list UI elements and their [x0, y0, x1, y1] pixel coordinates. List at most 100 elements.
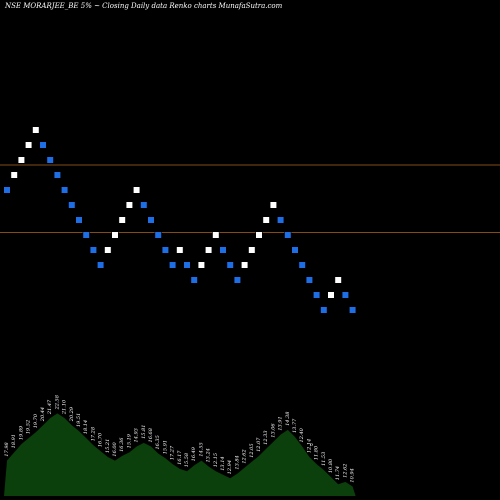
- volume-label: 13.84: [234, 455, 240, 469]
- renko-brick-down: [341, 291, 350, 299]
- volume-label: 15.81: [141, 425, 147, 439]
- volume-label: 22.58: [54, 395, 60, 410]
- renko-brick-down: [298, 261, 306, 269]
- renko-brick-down: [219, 246, 227, 254]
- renko-brick-down: [154, 231, 162, 239]
- renko-brick-down: [348, 306, 357, 314]
- volume-label: 12.15: [213, 453, 219, 467]
- volume-label: 19.51: [76, 413, 82, 427]
- volume-label: 17.98: [4, 442, 10, 456]
- volume-label: 18.14: [83, 420, 89, 434]
- volume-label: 12.05: [249, 443, 255, 457]
- renko-brick-down: [46, 156, 54, 164]
- renko-brick-down: [183, 261, 191, 269]
- renko-brick-down: [291, 246, 299, 254]
- volume-label: 14.55: [198, 442, 204, 456]
- renko-brick-down: [233, 276, 242, 284]
- volume-label: 14.38: [285, 412, 291, 426]
- renko-brick-down: [312, 291, 321, 299]
- volume-label: 12.62: [342, 464, 348, 478]
- volume-label: 15.58: [184, 453, 190, 467]
- volume-label: 16.49: [191, 446, 197, 461]
- volume-label: 12.07: [256, 437, 262, 452]
- renko-brick-up: [32, 126, 40, 134]
- volume-label: 15.21: [105, 439, 111, 453]
- renko-brick-down: [169, 261, 177, 269]
- volume-label: 12.94: [227, 460, 233, 474]
- renko-brick-down: [320, 306, 328, 314]
- volume-label: 20.29: [69, 406, 75, 422]
- renko-brick-up: [205, 246, 213, 254]
- renko-brick-up: [334, 276, 342, 284]
- volume-label: 15.19: [126, 433, 132, 448]
- volume-label: 19.89: [18, 425, 24, 440]
- volume-label: 10.80: [328, 458, 334, 473]
- renko-brick-down: [60, 186, 69, 194]
- renko-brick-up: [10, 171, 18, 179]
- volume-label: 10.94: [350, 468, 356, 482]
- volume-label: 16.00: [112, 441, 118, 456]
- volume-label: 15.91: [162, 440, 168, 454]
- renko-brick-up: [248, 246, 256, 254]
- volume-label: 17.28: [90, 427, 96, 441]
- renko-brick-up: [241, 261, 249, 269]
- renko-brick-down: [226, 261, 234, 269]
- renko-brick-up: [24, 141, 33, 149]
- volume-label: 13.77: [292, 418, 298, 433]
- renko-brick-down: [305, 276, 314, 284]
- volume-label: 13.24: [206, 448, 212, 462]
- volume-label: 19.52: [26, 420, 32, 434]
- volume-label: 19.70: [33, 413, 39, 428]
- renko-brick-up: [104, 246, 112, 254]
- volume-area: [4, 413, 356, 496]
- renko-brick-down: [140, 201, 148, 209]
- renko-brick-down: [161, 246, 170, 254]
- volume-label: 12.40: [299, 427, 305, 442]
- renko-brick-up: [262, 216, 270, 224]
- volume-label: 11.53: [321, 452, 327, 466]
- volume-label: 14.93: [134, 428, 140, 442]
- volume-label: 20.44: [40, 407, 46, 422]
- renko-brick-down: [147, 216, 155, 224]
- volume-label: 21.10: [62, 399, 68, 415]
- volume-label: 16.17: [177, 450, 183, 465]
- renko-brick-up: [111, 231, 119, 239]
- volume-label: 11.74: [335, 466, 341, 480]
- volume-label: 13.91: [278, 416, 284, 430]
- volume-label: 12.33: [263, 430, 269, 444]
- renko-brick-up: [212, 231, 220, 239]
- renko-brick-down: [190, 276, 198, 284]
- renko-brick-down: [3, 186, 11, 194]
- renko-brick-up: [125, 201, 133, 209]
- volume-label: 12.14: [306, 439, 312, 453]
- renko-brick-up: [17, 156, 26, 164]
- renko-brick-down: [276, 216, 285, 224]
- volume-label: 16.35: [155, 435, 161, 449]
- renko-brick-up: [327, 291, 335, 299]
- volume-label: 11.80: [314, 445, 320, 460]
- chart-title: NSE MORARJEE_BE 5% ~ Closing Daily data …: [5, 2, 283, 10]
- volume-label: 16.36: [119, 437, 125, 452]
- renko-brick-down: [39, 141, 47, 149]
- volume-label: 21.47: [47, 399, 53, 415]
- renko-brick-down: [89, 246, 97, 254]
- renko-brick-down: [75, 216, 83, 224]
- renko-brick-down: [284, 231, 292, 239]
- renko-brick-up: [118, 216, 126, 224]
- volume-label: 13.14: [220, 456, 226, 470]
- renko-brick-up: [133, 186, 141, 194]
- renko-brick-down: [97, 261, 105, 269]
- volume-label: 17.27: [170, 445, 176, 460]
- volume-label: 12.62: [242, 449, 248, 463]
- renko-brick-down: [53, 171, 61, 179]
- renko-brick-up: [197, 261, 206, 269]
- renko-brick-down: [68, 201, 76, 209]
- renko-brick-up: [176, 246, 184, 254]
- volume-label: 18.91: [11, 434, 17, 448]
- renko-brick-up: [269, 201, 278, 209]
- volume-label: 16.68: [148, 428, 154, 442]
- renko-brick-down: [82, 231, 90, 239]
- renko-brick-up: [255, 231, 263, 239]
